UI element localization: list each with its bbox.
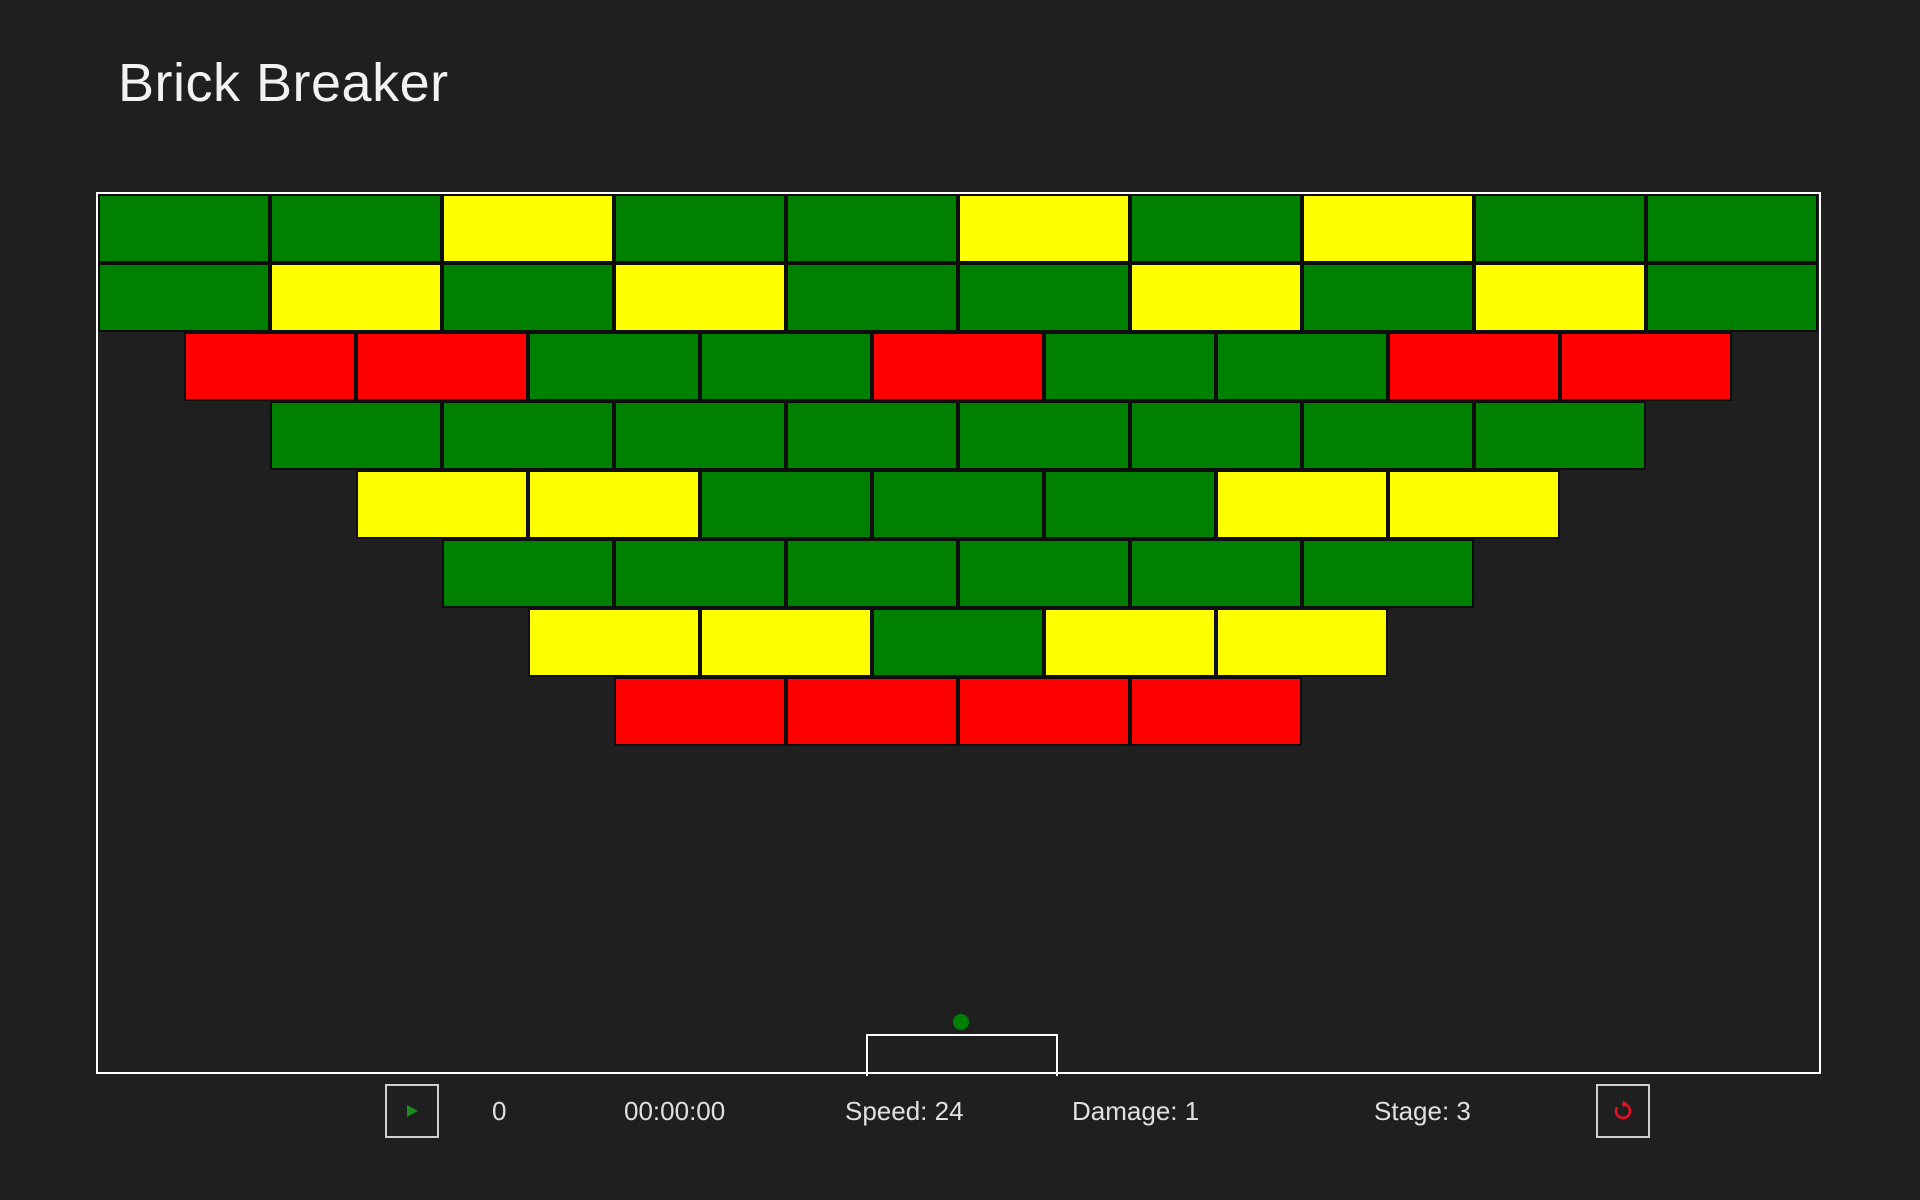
brick — [1130, 677, 1302, 746]
brick — [614, 539, 786, 608]
brick — [184, 332, 356, 401]
brick — [614, 194, 786, 263]
restart-button[interactable] — [1596, 1084, 1650, 1138]
brick — [528, 608, 700, 677]
brick — [356, 332, 528, 401]
brick — [872, 608, 1044, 677]
brick — [98, 194, 270, 263]
brick — [614, 263, 786, 332]
brick — [958, 263, 1130, 332]
brick — [1302, 263, 1474, 332]
brick — [1388, 332, 1560, 401]
brick — [958, 194, 1130, 263]
stage-label: Stage: 3 — [1374, 1096, 1471, 1126]
game-board[interactable] — [96, 192, 1821, 1076]
brick — [700, 470, 872, 539]
brick — [786, 194, 958, 263]
brick — [442, 263, 614, 332]
brick — [1646, 194, 1818, 263]
brick — [1474, 194, 1646, 263]
brick — [1302, 194, 1474, 263]
control-bar: 0 00:00:00 Speed: 24 Damage: 1 Stage: 3 — [0, 1084, 1920, 1140]
brick — [442, 539, 614, 608]
brick — [958, 401, 1130, 470]
brick — [1044, 608, 1216, 677]
timer-value: 00:00:00 — [624, 1096, 726, 1126]
brick — [528, 332, 700, 401]
brick — [442, 401, 614, 470]
brick — [614, 401, 786, 470]
brick — [872, 470, 1044, 539]
brick — [1044, 332, 1216, 401]
brick — [1130, 194, 1302, 263]
brick — [1216, 470, 1388, 539]
brick — [958, 539, 1130, 608]
brick — [98, 263, 270, 332]
brick — [786, 677, 958, 746]
brick — [872, 332, 1044, 401]
score-value: 0 — [492, 1096, 507, 1126]
brick — [1302, 401, 1474, 470]
brick — [270, 194, 442, 263]
play-button[interactable] — [385, 1084, 439, 1138]
brick — [1216, 332, 1388, 401]
brick — [1302, 539, 1474, 608]
speed-label: Speed: 24 — [845, 1096, 964, 1126]
brick — [1646, 263, 1818, 332]
brick — [270, 263, 442, 332]
brick — [786, 539, 958, 608]
brick — [356, 470, 528, 539]
brick — [1474, 401, 1646, 470]
restart-icon — [1614, 1100, 1632, 1120]
brick — [1216, 608, 1388, 677]
brick — [1474, 263, 1646, 332]
brick — [700, 332, 872, 401]
page-title: Brick Breaker — [118, 53, 449, 113]
play-icon — [407, 1105, 418, 1117]
brick — [700, 608, 872, 677]
paddle[interactable] — [866, 1034, 1058, 1076]
brick — [1130, 263, 1302, 332]
brick-field — [98, 194, 1819, 1072]
brick — [958, 677, 1130, 746]
brick — [1560, 332, 1732, 401]
brick — [1044, 470, 1216, 539]
brick — [786, 263, 958, 332]
ball — [953, 1014, 969, 1030]
brick — [1130, 401, 1302, 470]
damage-label: Damage: 1 — [1072, 1096, 1200, 1126]
brick — [270, 401, 442, 470]
brick — [1388, 470, 1560, 539]
brick — [1130, 539, 1302, 608]
brick — [614, 677, 786, 746]
brick — [528, 470, 700, 539]
brick — [442, 194, 614, 263]
brick — [786, 401, 958, 470]
